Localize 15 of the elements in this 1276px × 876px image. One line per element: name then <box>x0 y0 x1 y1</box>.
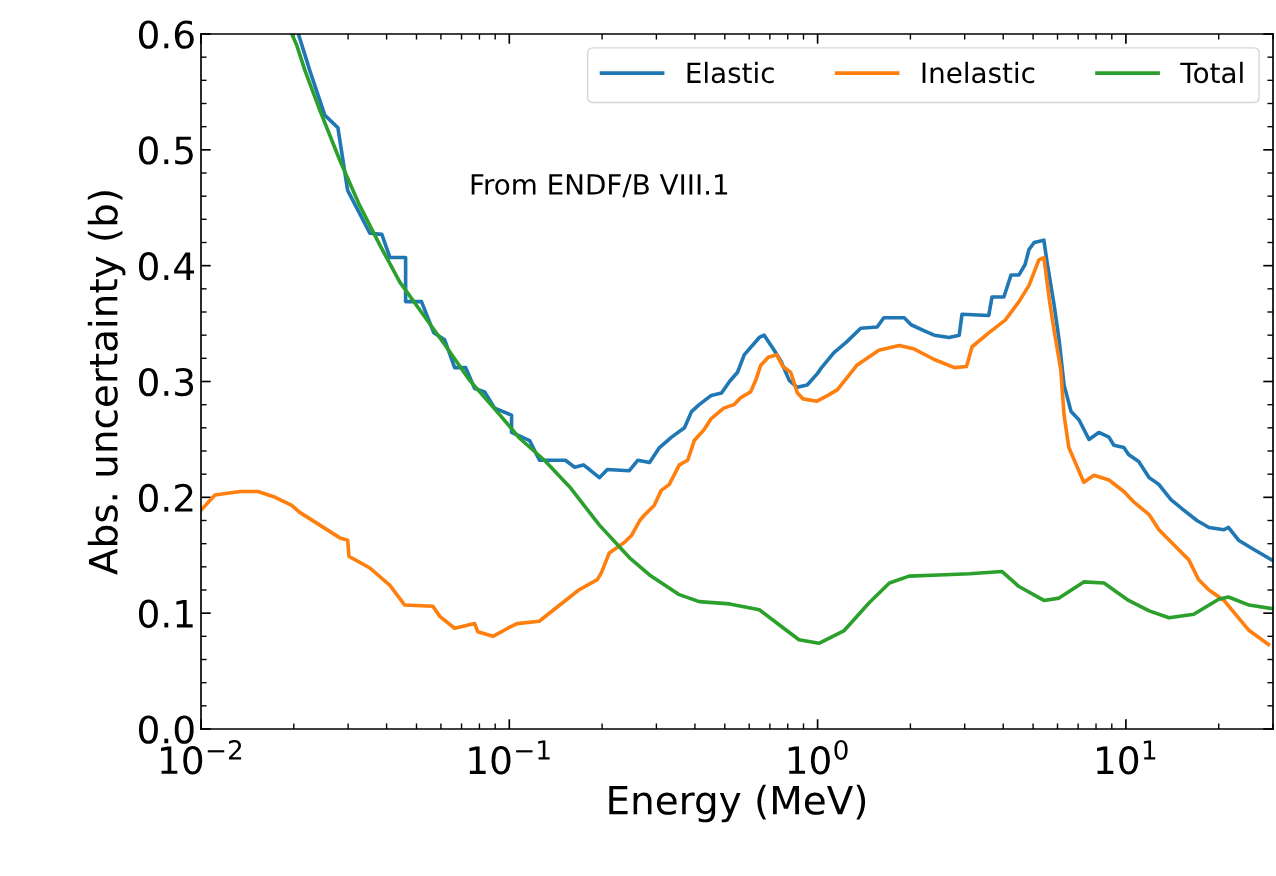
x-tick-label: 10$^{1}$ <box>1097 740 1156 775</box>
y-tick-label: 0.5 <box>138 136 193 165</box>
x-axis-title: Energy (MeV) <box>609 784 866 823</box>
x-tick-label: 10$^{0}$ <box>788 740 848 775</box>
x-tick-label: 10$^{−1}$ <box>469 740 550 775</box>
y-tick-label: 0.2 <box>138 483 193 513</box>
legend-label: Total <box>1180 61 1243 84</box>
y-axis-title: Abs. uncertainty (b) <box>87 191 126 575</box>
y-tick-label: 0.6 <box>138 20 194 49</box>
y-tick-label: 0.3 <box>138 367 194 397</box>
legend-label: Inelastic <box>922 61 1035 84</box>
annotation: From ENDF/B VIII.1 <box>471 174 728 198</box>
legend-label: Elastic <box>687 61 774 84</box>
y-tick-label: 0.1 <box>138 599 193 628</box>
y-tick-label: 0.4 <box>138 252 195 281</box>
